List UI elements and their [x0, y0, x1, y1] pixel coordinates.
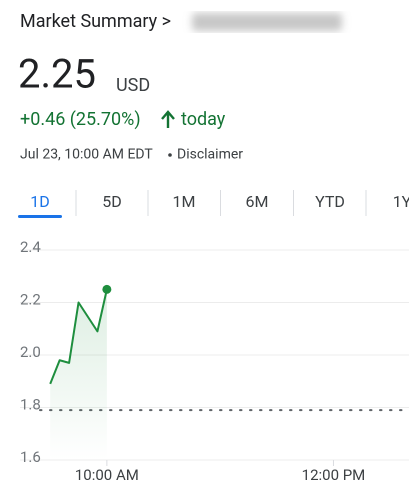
tab[interactable]: 5D [102, 192, 122, 211]
up-arrow [161, 110, 175, 128]
tab[interactable]: 1M [173, 192, 196, 211]
disclaimer-link[interactable]: Disclaimer [177, 147, 243, 163]
x-tick-label: 10:00 AM [75, 466, 139, 484]
price: 2.25 [18, 51, 96, 98]
tab[interactable]: 6M [246, 192, 269, 211]
price-change: +0.46 (25.70%) [20, 109, 141, 130]
currency: USD [116, 75, 150, 96]
timestamp: Jul 23, 10:00 AM EDT [20, 147, 153, 163]
y-tick-label: 2.4 [20, 238, 41, 256]
last-point [102, 284, 112, 294]
tab[interactable]: 1D [30, 192, 50, 211]
tab[interactable]: YTD [315, 192, 345, 211]
y-tick-label: 1.8 [20, 395, 41, 413]
separator-dot [168, 153, 172, 157]
y-tick-label: 1.6 [20, 448, 41, 466]
y-tick-label: 2.0 [20, 343, 41, 361]
y-tick-label: 2.2 [20, 290, 41, 308]
breadcrumb[interactable]: Market Summary > [20, 11, 171, 32]
change-period: today [181, 109, 226, 130]
blurred-name [192, 13, 342, 31]
tab[interactable]: 1Y [393, 192, 409, 211]
x-tick-label: 12:00 PM [302, 466, 366, 484]
area [50, 289, 107, 460]
chart: 1.6 1.8 2.0 2.2 2.4 10:00 AM 12:00 PM [20, 238, 409, 484]
range-tabs: 1D 5D 1M 6M YTD 1Y [18, 190, 409, 218]
tab-indicator [18, 215, 62, 218]
price-line [49, 289, 108, 385]
